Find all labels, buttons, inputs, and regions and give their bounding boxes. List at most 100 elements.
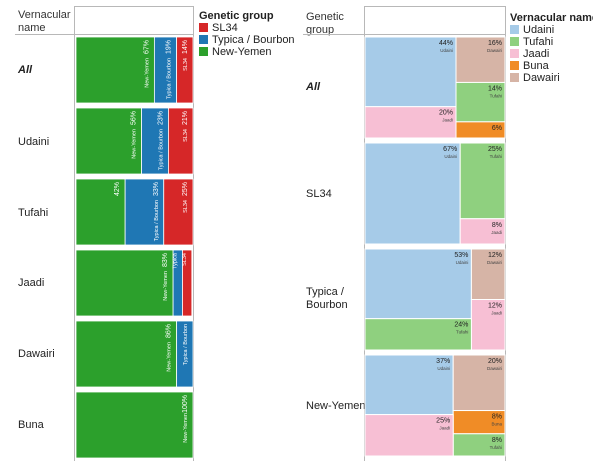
treemap-cell-new-yemen-dawairi	[452, 354, 506, 412]
mosaic-sub-tufahi-typica-bourbon: Typica / Bourbon	[154, 200, 160, 241]
mosaic-cell-dawairi-new-yemen	[75, 320, 178, 388]
legend-item-sl34: SL34	[199, 22, 238, 34]
treemap-percent-new-yemen-udaini: 37%	[436, 358, 450, 365]
row-label-udaini: Udaini	[18, 136, 50, 148]
row-label-buna: Buna	[18, 419, 44, 431]
row-label-tufahi: Tufahi	[18, 207, 49, 219]
mosaic-label-tufahi-sl34: 25% SL34	[182, 182, 189, 213]
header-divider	[15, 34, 193, 35]
mosaic-cell-jaadi-new-yemen	[75, 249, 174, 317]
mosaic-sub-jaadi-sl34: SL34	[182, 253, 188, 266]
mosaic-percent-udaini-new-yemen: 56%	[131, 111, 138, 125]
mosaic-label-jaadi-sl34: SL34	[182, 253, 188, 266]
legend-item-udaini: Udaini	[510, 24, 554, 36]
treemap-sub-all-udaini: Udaini	[440, 48, 453, 53]
mosaic-percent-tufahi-typica-bourbon: 33%	[153, 182, 160, 196]
treemap-sub-sl34-tufahi: Tufahi	[490, 154, 502, 159]
mosaic-label-jaadi-typica-bourbon: Typica	[172, 252, 178, 269]
mosaic-label-buna-new-yemen: 100%New-Yemen	[182, 395, 189, 443]
mosaic-label-udaini-new-yemen: 56% New-Yemen	[131, 111, 138, 159]
treemap-sub-new-yemen-dawairi: Dawairi	[487, 366, 502, 371]
treemap-percent-typica-bourbon-dawairi: 12%	[488, 252, 502, 259]
treemap-cell-typica-bourbon-dawairi	[470, 248, 506, 300]
row-label-new-yemen: New-Yemen	[306, 400, 366, 412]
mosaic-sub-tufahi-sl34: SL34	[183, 200, 189, 213]
mosaic-percent-all-sl34: 14%	[182, 40, 189, 54]
mosaic-cell-tufahi-new-yemen	[75, 178, 126, 246]
treemap-percent-new-yemen-dawairi: 20%	[488, 358, 502, 365]
legend-swatch-buna	[510, 61, 519, 70]
mosaic-label-all-sl34: 14% SL34	[182, 40, 189, 71]
mosaic-percent-all-new-yemen: 67%	[143, 40, 150, 54]
treemap-sub-new-yemen-tufahi: Tufahi	[490, 445, 502, 450]
mosaic-label-udaini-typica-bourbon: 23% Typica / Bourbon	[157, 111, 164, 170]
treemap-cell-sl34-udaini	[364, 142, 461, 245]
row-label-jaadi: Jaadi	[18, 277, 45, 289]
treemap-percent-all-buna: 6%	[492, 125, 502, 132]
row-label-typica-bourbon: Typica / Bourbon	[306, 286, 348, 311]
treemap-sub-typica-bourbon-tufahi: Tufahi	[456, 330, 468, 335]
mosaic-cell-tufahi-typica-bourbon	[124, 178, 165, 246]
treemap-cell-all-tufahi	[455, 81, 506, 123]
plot-top-border	[74, 6, 194, 7]
treemap-plot: 44%Udaini16%Dawairi14%Tufahi6%20%Jaadi67…	[364, 36, 506, 457]
treemap-percent-sl34-jaadi: 8%	[492, 222, 502, 229]
row-label-all: All	[306, 81, 321, 93]
treemap-sub-sl34-jaadi: Jaadi	[491, 230, 502, 235]
treemap-percent-new-yemen-tufahi: 8%	[492, 437, 502, 444]
treemap-percent-new-yemen-buna: 8%	[492, 414, 502, 421]
mosaic-sub-udaini-new-yemen: New-Yemen	[132, 129, 138, 159]
legend-item-jaadi: Jaadi	[510, 48, 549, 60]
mosaic-sub-all-typica-bourbon: Typica / Bourbon	[167, 58, 173, 99]
mosaic-percent-buna-new-yemen: 100%	[182, 395, 189, 413]
mosaic-sub-udaini-sl34: SL34	[183, 129, 189, 142]
mosaic-label-tufahi-typica-bourbon: 33% Typica / Bourbon	[153, 182, 160, 241]
mosaic-percent-udaini-sl34: 21%	[182, 111, 189, 125]
mosaic-percent-all-typica-bourbon: 19%	[166, 40, 173, 54]
mosaic-cell-buna-new-yemen	[75, 391, 194, 459]
treemap-cell-sl34-jaadi	[459, 218, 506, 245]
row-label-sl34: SL34	[306, 188, 332, 200]
legend-title-genetic-group: Genetic group	[199, 10, 274, 22]
treemap-sub-new-yemen-buna: Buna	[491, 422, 502, 427]
header-divider	[303, 34, 505, 35]
legend-swatch-dawairi	[510, 73, 519, 82]
treemap-percent-new-yemen-jaadi: 25%	[436, 418, 450, 425]
legend-swatch-new-yemen	[199, 47, 208, 56]
mosaic-sub-dawairi-typica-bourbon: Typica / Bourbon	[183, 324, 189, 365]
mosaic-label-tufahi-new-yemen: 42%	[114, 182, 121, 196]
mosaic-percent-jaadi-new-yemen: 83%	[162, 253, 169, 267]
treemap-sub-all-tufahi: Tufahi	[490, 93, 502, 98]
legend-swatch-jaadi	[510, 49, 519, 58]
plot-top-border	[364, 6, 506, 7]
legend-label-buna: Buna	[523, 60, 549, 72]
mosaic-cell-dawairi-typica-bourbon	[176, 320, 194, 388]
treemap-percent-all-dawairi: 16%	[488, 40, 502, 47]
legend-item-buna: Buna	[510, 60, 549, 72]
treemap-cell-typica-bourbon-tufahi	[364, 318, 472, 351]
legend-item-dawairi: Dawairi	[510, 72, 560, 84]
mosaic-label-dawairi-typica-bourbon: Typica / Bourbon	[183, 324, 189, 365]
legend-label-new-yemen: New-Yemen	[212, 46, 272, 58]
mosaic-sub-buna-new-yemen: New-Yemen	[183, 413, 189, 443]
row-header-label: Vernacular name	[18, 9, 71, 34]
legend-label-dawairi: Dawairi	[523, 72, 560, 84]
mosaic-sub-udaini-typica-bourbon: Typica / Bourbon	[158, 129, 164, 170]
legend-item-typica-bourbon: Typica / Bourbon	[199, 34, 295, 46]
treemap-sub-all-dawairi: Dawairi	[487, 48, 502, 53]
mosaic-sub-jaadi-typica-bourbon: Typica	[172, 252, 178, 269]
treemap-cell-sl34-tufahi	[459, 142, 506, 220]
mosaic-label-all-new-yemen: 67% New-Yemen	[143, 40, 150, 88]
treemap-sub-new-yemen-jaadi: Jaadi	[439, 426, 450, 431]
legend-label-jaadi: Jaadi	[523, 48, 550, 60]
treemap-cell-new-yemen-jaadi	[364, 414, 454, 457]
treemap-percent-all-jaadi: 20%	[439, 110, 453, 117]
mosaic-plot: 67% New-Yemen 19% Typica / Bourbon 14% SL34 56…	[75, 36, 194, 459]
mosaic-cell-udaini-sl34	[168, 107, 194, 175]
mosaic-percent-dawairi-new-yemen: 86%	[166, 324, 173, 338]
row-header-label: Genetic group	[306, 11, 344, 36]
mosaic-label-jaadi-new-yemen: 83% New-Yemen	[162, 253, 169, 301]
mosaic-percent-udaini-typica-bourbon: 23%	[157, 111, 164, 125]
treemap-sub-typica-bourbon-dawairi: Dawairi	[487, 260, 502, 265]
legend-swatch-udaini	[510, 25, 519, 34]
